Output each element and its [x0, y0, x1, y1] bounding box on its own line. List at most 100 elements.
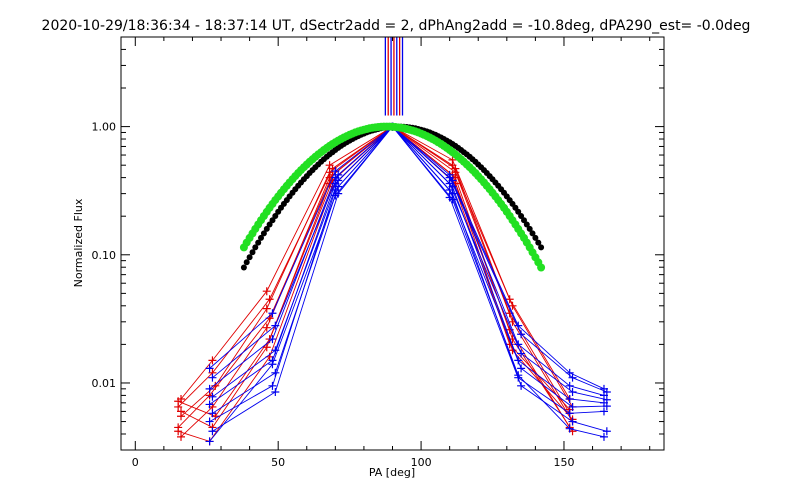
data-point	[262, 287, 271, 296]
series-line-blue-4	[212, 125, 607, 401]
series-line-red-6	[178, 126, 573, 432]
series-line-blue-3	[209, 125, 605, 396]
data-point	[205, 437, 214, 446]
data-point	[565, 409, 574, 418]
data-point	[205, 400, 214, 409]
data-point	[174, 427, 183, 436]
series-blue-9	[205, 122, 608, 446]
x-tick-label: 150	[553, 456, 574, 469]
data-point	[568, 417, 577, 426]
data-point	[208, 373, 217, 382]
data-point	[208, 392, 217, 401]
model-black-point	[526, 225, 533, 232]
model-black-point	[266, 221, 273, 228]
data-point	[262, 304, 271, 313]
series-line-blue-6	[212, 125, 607, 414]
data-point	[262, 343, 271, 352]
series-line-red-8	[178, 125, 573, 442]
data-point	[602, 427, 611, 436]
data-point	[517, 364, 526, 373]
model-black-point	[515, 208, 522, 215]
data-point	[517, 381, 526, 390]
model-green-curve	[239, 122, 546, 272]
data-point	[331, 191, 340, 200]
model-black-point	[521, 217, 527, 224]
model-black-point	[255, 239, 262, 246]
y-axis-label: Normalized Flux	[72, 198, 85, 287]
data-point	[599, 432, 608, 441]
data-point	[568, 388, 577, 397]
data-point	[268, 360, 277, 369]
data-point	[262, 323, 271, 332]
x-axis-label: PA [deg]	[369, 466, 415, 479]
data-point	[448, 195, 457, 204]
data-point	[508, 301, 517, 310]
model-green-point	[537, 263, 546, 272]
data-point	[208, 356, 217, 365]
model-black-point	[518, 213, 525, 219]
data-point	[208, 409, 217, 418]
model-black-point	[529, 230, 536, 237]
data-point	[271, 368, 280, 377]
data-point	[268, 309, 277, 318]
y-tick-label: 0.01	[92, 377, 117, 390]
x-tick-label: 100	[411, 456, 432, 469]
axis-ticks	[121, 36, 664, 451]
data-point	[602, 402, 611, 411]
model-black-point	[258, 234, 264, 241]
model-black-point	[249, 249, 256, 256]
series-red-6	[174, 122, 577, 436]
series-line-red-2	[177, 126, 573, 408]
model-black-point	[243, 259, 250, 266]
series-line-blue-1	[209, 126, 605, 390]
model-black-point	[272, 213, 279, 219]
data-point	[205, 364, 214, 373]
data-point	[177, 432, 186, 441]
data-point	[568, 373, 577, 382]
series-line-red-3	[180, 126, 571, 417]
model-black-point	[240, 264, 247, 271]
model-black-point	[246, 254, 253, 261]
y-tick-label: 1.00	[92, 121, 117, 134]
model-black-curve	[240, 123, 545, 271]
series-red-8	[174, 122, 577, 446]
model-black-point	[532, 234, 539, 241]
data-point	[268, 381, 277, 390]
model-black-point	[252, 244, 259, 251]
data-point	[568, 402, 577, 411]
tick-labels: 0 50 100 150 0.01 0.10 1.00	[92, 121, 575, 469]
plot-frame	[120, 36, 665, 451]
series-line-blue-5	[209, 125, 605, 405]
data-point	[177, 407, 186, 416]
top-markers	[384, 37, 404, 116]
series-line-blue-9	[209, 125, 605, 442]
data-point	[268, 335, 277, 344]
x-tick-label: 50	[271, 456, 285, 469]
data-point	[514, 371, 523, 380]
data-point	[174, 397, 183, 406]
model-black-point	[523, 221, 530, 228]
model-black-point	[263, 225, 270, 232]
plot-series	[174, 122, 611, 446]
data-point	[517, 330, 526, 339]
series-blue-3	[205, 122, 608, 400]
model-black-point	[535, 239, 542, 246]
series-red-3	[177, 122, 574, 421]
data-point	[565, 394, 574, 403]
series-blue-1	[205, 122, 608, 393]
series-line-red-4	[177, 126, 573, 428]
series-red-5	[177, 122, 574, 441]
chart-title: 2020-10-29/18:36:34 - 18:37:14 UT, dSect…	[42, 18, 751, 34]
model-black-point	[538, 244, 545, 251]
x-tick-label: 0	[132, 456, 139, 469]
y-tick-label: 0.10	[92, 249, 117, 262]
model-black-point	[260, 230, 267, 237]
data-point	[599, 391, 608, 400]
data-point	[565, 381, 574, 390]
series-line-blue-7	[209, 125, 605, 422]
data-point	[517, 349, 526, 358]
data-point	[565, 424, 574, 433]
data-point	[205, 384, 214, 393]
series-red-4	[174, 122, 577, 432]
